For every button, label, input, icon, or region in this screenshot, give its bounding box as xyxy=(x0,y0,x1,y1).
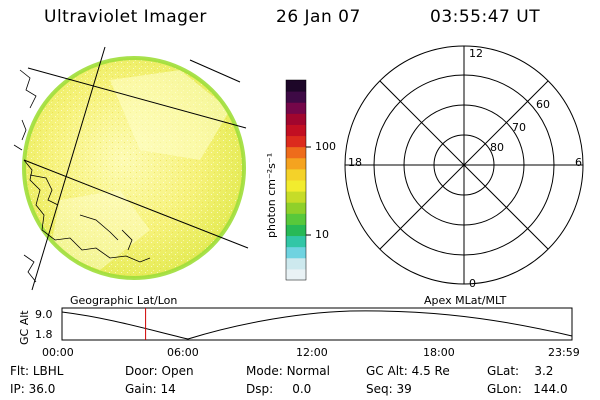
time-tick-1800: 18:00 xyxy=(423,346,455,359)
info-gain-label: Gain: xyxy=(125,382,157,396)
time-tick-0600: 06:00 xyxy=(167,346,199,359)
info-door-label: Door: xyxy=(125,364,158,378)
altitude-axis-label: GC Alt xyxy=(18,310,31,345)
colorbar-cell xyxy=(286,113,306,125)
info-glat: GLat: 3.2 xyxy=(487,364,553,378)
info-flt: Flt: LBHL xyxy=(10,364,63,378)
colorbar-cell xyxy=(286,91,306,103)
observation-date: 26 Jan 07 xyxy=(276,7,361,27)
info-seq-label: Seq: xyxy=(366,382,393,396)
colorbar-cell xyxy=(286,80,306,92)
coastline-outline xyxy=(13,69,151,283)
colorbar-cell xyxy=(286,191,306,203)
colorbar-cell xyxy=(286,257,306,270)
time-tick-2359: 23:59 xyxy=(548,346,580,359)
colorbar-cell xyxy=(286,224,306,237)
observation-time: 03:55:47 UT xyxy=(430,7,541,27)
colorbar-cell xyxy=(286,235,306,248)
info-dsp-label: Dsp: xyxy=(246,382,274,396)
info-mode: Mode: Normal xyxy=(246,364,330,378)
info-gain-value: 14 xyxy=(160,382,176,396)
time-tick-1200: 12:00 xyxy=(296,346,328,359)
mlt-label-18: 18 xyxy=(348,156,362,169)
lat-lon-grid xyxy=(23,46,249,291)
apex-label: Apex MLat/MLT xyxy=(424,294,507,307)
colorbar-cell xyxy=(286,102,306,114)
colorbar-tick-100: 100 xyxy=(315,140,336,153)
lat-label-80: 80 xyxy=(490,141,504,154)
info-glat-value: 3.2 xyxy=(534,364,554,378)
info-gain: Gain: 14 xyxy=(125,382,176,396)
colorbar-cell xyxy=(286,246,306,259)
mlt-label-0: 0 xyxy=(469,277,476,290)
info-glat-label: GLat: xyxy=(487,364,520,378)
info-ip: IP: 36.0 xyxy=(10,382,55,396)
altitude-tick-high: 9.0 xyxy=(35,308,53,321)
colorbar-cell xyxy=(286,268,306,281)
info-glon-value: 144.0 xyxy=(533,382,568,396)
info-gc-alt: GC Alt: 4.5 Re xyxy=(366,364,450,378)
info-door-value: Open xyxy=(161,364,194,378)
colorbar-cell xyxy=(286,124,306,137)
info-gc-alt-value: 4.5 Re xyxy=(411,364,450,378)
colorbar-cell xyxy=(286,168,306,181)
colorbar-cell xyxy=(286,135,306,148)
info-mode-value: Normal xyxy=(286,364,330,378)
info-seq-value: 39 xyxy=(396,382,412,396)
time-tick-0000: 00:00 xyxy=(42,346,74,359)
mlt-label-6: 6 xyxy=(575,156,582,169)
mlt-label-12: 12 xyxy=(469,47,483,60)
info-gc-alt-label: GC Alt: xyxy=(366,364,408,378)
info-glon-label: GLon: xyxy=(487,382,522,396)
info-glon: GLon: 144.0 xyxy=(487,382,568,396)
info-flt-label: Flt: xyxy=(10,364,29,378)
colorbar-cell xyxy=(286,146,306,159)
colorbar-cell xyxy=(286,157,306,170)
info-dsp: Dsp: 0.0 xyxy=(246,382,311,396)
info-flt-value: LBHL xyxy=(32,364,64,378)
lat-label-60: 60 xyxy=(536,98,550,111)
info-mode-label: Mode: xyxy=(246,364,283,378)
info-ip-value: 36.0 xyxy=(28,382,56,396)
info-door: Door: Open xyxy=(125,364,194,378)
geographic-label: Geographic Lat/Lon xyxy=(70,294,178,307)
info-seq: Seq: 39 xyxy=(366,382,412,396)
instrument-title: Ultraviolet Imager xyxy=(44,7,207,27)
colorbar-cell xyxy=(286,180,306,192)
info-dsp-value: 0.0 xyxy=(292,382,312,396)
info-ip-label: IP: xyxy=(10,382,25,396)
colorbar-cell xyxy=(286,213,306,225)
lat-label-70: 70 xyxy=(512,121,526,134)
colorbar-cell xyxy=(286,202,306,214)
altitude-tick-low: 1.8 xyxy=(35,328,53,341)
colorbar-tick-10: 10 xyxy=(315,228,329,241)
